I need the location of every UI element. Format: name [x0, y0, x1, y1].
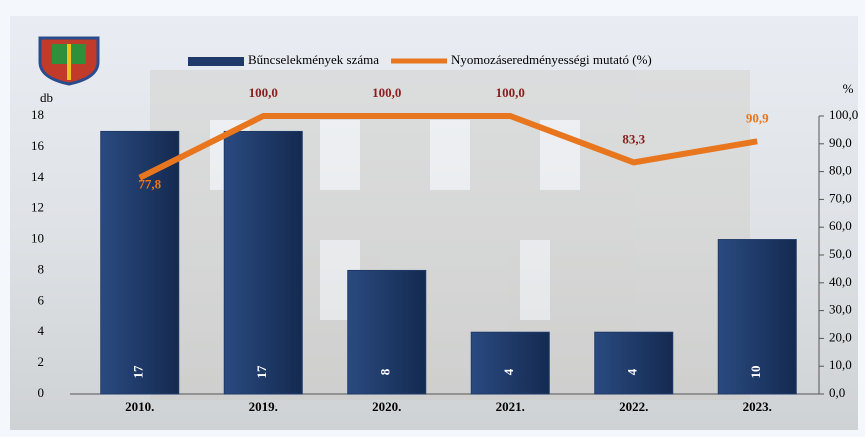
- x-tick-label: 2019.: [249, 399, 278, 414]
- bar-value-label: 4: [501, 368, 516, 375]
- x-tick-label: 2020.: [372, 399, 401, 414]
- y2-tick-label: 100,0: [829, 107, 858, 122]
- line-value-label: 100,0: [249, 85, 278, 100]
- bar-value-label: 8: [378, 368, 393, 375]
- y-tick-label: 8: [38, 261, 45, 276]
- y-tick-label: 2: [38, 354, 45, 369]
- bar: [224, 131, 302, 394]
- line-value-label: 83,3: [622, 131, 645, 146]
- legend-swatch: [188, 57, 244, 66]
- line-value-label: 100,0: [372, 85, 401, 100]
- y2-tick-label: 60,0: [829, 218, 852, 233]
- y2-tick-label: 10,0: [829, 357, 852, 372]
- x-tick-label: 2023.: [743, 399, 772, 414]
- y2-tick-label: 20,0: [829, 329, 852, 344]
- bar: [595, 332, 673, 394]
- bar-value-label: 4: [625, 368, 640, 375]
- y-tick-label: 6: [38, 292, 45, 307]
- chart: db % 0 2 4 6 8 10 12 14 16 18 0,0 10,0 20,0 30,0 40,0 5…: [0, 0, 865, 437]
- line-value-label: 90,9: [746, 110, 769, 125]
- bar-value-label: 17: [254, 365, 269, 379]
- y2-tick-label: 50,0: [829, 246, 852, 261]
- bar-value-label: 10: [748, 366, 763, 379]
- y2-tick-label: 90,0: [829, 135, 852, 150]
- y-axis-title: db: [40, 90, 53, 105]
- y2-tick-label: 30,0: [829, 302, 852, 317]
- y-tick-label: 4: [38, 323, 45, 338]
- y-tick-label: 14: [31, 169, 45, 184]
- legend-label: Nyomozáseredményességi mutató (%): [451, 52, 652, 67]
- y-tick-label: 12: [31, 200, 44, 215]
- line-value-label: 77,8: [138, 177, 161, 192]
- logo: [40, 38, 98, 84]
- y-tick-label: 10: [31, 231, 44, 246]
- bar: [101, 131, 179, 394]
- y2-axis-title: %: [843, 81, 854, 96]
- line-value-label: 100,0: [496, 85, 525, 100]
- y-tick-label: 16: [31, 138, 45, 153]
- legend-label: Bűncselekmények száma: [248, 52, 379, 67]
- x-tick-label: 2021.: [496, 399, 525, 414]
- y-tick-label: 18: [31, 107, 44, 122]
- y2-tick-label: 70,0: [829, 190, 852, 205]
- y2-tick-label: 80,0: [829, 163, 852, 178]
- y-tick-label: 0: [38, 385, 45, 400]
- x-tick-label: 2022.: [619, 399, 648, 414]
- x-tick-label: 2010.: [125, 399, 154, 414]
- bar-value-label: 17: [131, 365, 146, 379]
- bar: [471, 332, 549, 394]
- y2-tick-label: 40,0: [829, 274, 852, 289]
- y2-tick-label: 0,0: [829, 385, 845, 400]
